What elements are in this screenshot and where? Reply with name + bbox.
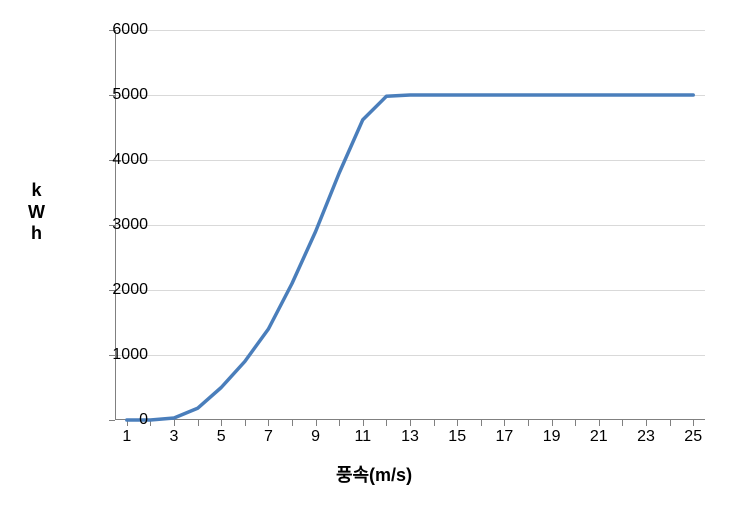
- x-tick-mark: [575, 420, 576, 426]
- x-tick-mark: [552, 420, 553, 426]
- x-tick-mark: [693, 420, 694, 426]
- x-tick-mark: [528, 420, 529, 426]
- x-tick-mark: [268, 420, 269, 426]
- x-tick-mark: [646, 420, 647, 426]
- plot-area: [115, 30, 705, 420]
- y-tick-label: 3000: [88, 216, 148, 234]
- x-tick-mark: [599, 420, 600, 426]
- x-tick-label: 7: [264, 428, 273, 446]
- y-axis-label: kWh: [28, 180, 45, 245]
- x-tick-label: 19: [543, 428, 561, 446]
- x-tick-mark: [670, 420, 671, 426]
- x-tick-label: 13: [401, 428, 419, 446]
- x-tick-mark: [504, 420, 505, 426]
- x-tick-label: 11: [354, 428, 371, 446]
- y-tick-label: 0: [88, 411, 148, 429]
- x-tick-label: 5: [217, 428, 226, 446]
- data-line: [127, 95, 693, 420]
- x-tick-label: 25: [684, 428, 702, 446]
- x-tick-mark: [245, 420, 246, 426]
- x-tick-label: 3: [170, 428, 179, 446]
- x-tick-label: 21: [590, 428, 608, 446]
- x-tick-mark: [386, 420, 387, 426]
- x-tick-label: 17: [495, 428, 513, 446]
- x-tick-mark: [292, 420, 293, 426]
- y-tick-label: 2000: [88, 281, 148, 299]
- x-tick-mark: [410, 420, 411, 426]
- x-tick-mark: [339, 420, 340, 426]
- y-tick-label: 4000: [88, 151, 148, 169]
- x-tick-mark: [457, 420, 458, 426]
- x-tick-label: 1: [122, 428, 131, 446]
- x-tick-mark: [481, 420, 482, 426]
- y-tick-label: 1000: [88, 346, 148, 364]
- x-tick-mark: [622, 420, 623, 426]
- x-tick-label: 9: [311, 428, 320, 446]
- x-tick-mark: [198, 420, 199, 426]
- x-axis-label: 풍속(m/s): [0, 461, 748, 487]
- x-tick-label: 23: [637, 428, 655, 446]
- y-axis-label-text: kWh: [28, 180, 45, 245]
- y-tick-label: 6000: [88, 21, 148, 39]
- x-tick-mark: [363, 420, 364, 426]
- x-tick-label: 15: [448, 428, 466, 446]
- x-tick-mark: [221, 420, 222, 426]
- y-tick-label: 5000: [88, 86, 148, 104]
- x-tick-mark: [434, 420, 435, 426]
- line-chart-svg: [115, 30, 705, 420]
- x-tick-mark: [316, 420, 317, 426]
- chart-container: kWh 0100020003000400050006000 1357911131…: [0, 0, 748, 509]
- x-tick-mark: [174, 420, 175, 426]
